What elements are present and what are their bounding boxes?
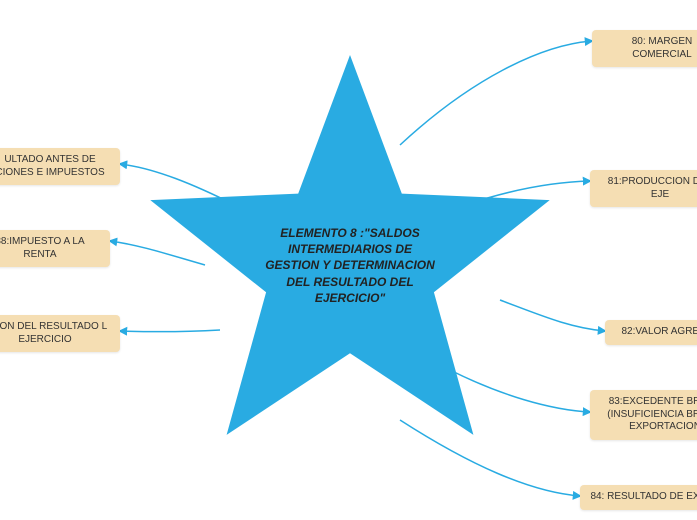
edge: [450, 370, 590, 412]
branch-node-label: ACION DEL RESULTADO L EJERCICIO: [0, 321, 107, 345]
center-star-label: ELEMENTO 8 :"SALDOS INTERMEDIARIOS DE GE…: [260, 225, 440, 306]
branch-node-label: 82:VALOR AGREGADO: [621, 326, 697, 337]
edge: [120, 330, 220, 332]
branch-node[interactable]: 83:EXCEDENTE BRUTO (INSUFICIENCIA BRUTA)…: [590, 390, 697, 440]
branch-node[interactable]: 84: RESULTADO DE EXPLO: [580, 485, 697, 510]
edge: [400, 420, 580, 496]
branch-node[interactable]: 81:PRODUCCION DEL EJE: [590, 170, 697, 207]
branch-node[interactable]: 88:IMPUESTO A LA RENTA: [0, 230, 110, 267]
branch-node-label: ULTADO ANTES DE CIONES E IMPUESTOS: [0, 154, 105, 178]
branch-node-label: 83:EXCEDENTE BRUTO (INSUFICIENCIA BRUTA)…: [607, 396, 697, 432]
branch-node[interactable]: ULTADO ANTES DE CIONES E IMPUESTOS: [0, 148, 120, 185]
edge: [465, 181, 590, 205]
branch-node[interactable]: ACION DEL RESULTADO L EJERCICIO: [0, 315, 120, 352]
edge: [500, 300, 605, 331]
edge: [110, 241, 205, 265]
branch-node[interactable]: 80: MARGEN COMERCIAL: [592, 30, 697, 67]
edge: [120, 164, 235, 205]
branch-node-label: 81:PRODUCCION DEL EJE: [608, 176, 697, 200]
edge: [400, 41, 592, 145]
branch-node-label: 88:IMPUESTO A LA RENTA: [0, 236, 85, 260]
branch-node-label: 80: MARGEN COMERCIAL: [632, 36, 693, 60]
branch-node[interactable]: 82:VALOR AGREGADO: [605, 320, 697, 345]
branch-node-label: 84: RESULTADO DE EXPLO: [590, 491, 697, 502]
